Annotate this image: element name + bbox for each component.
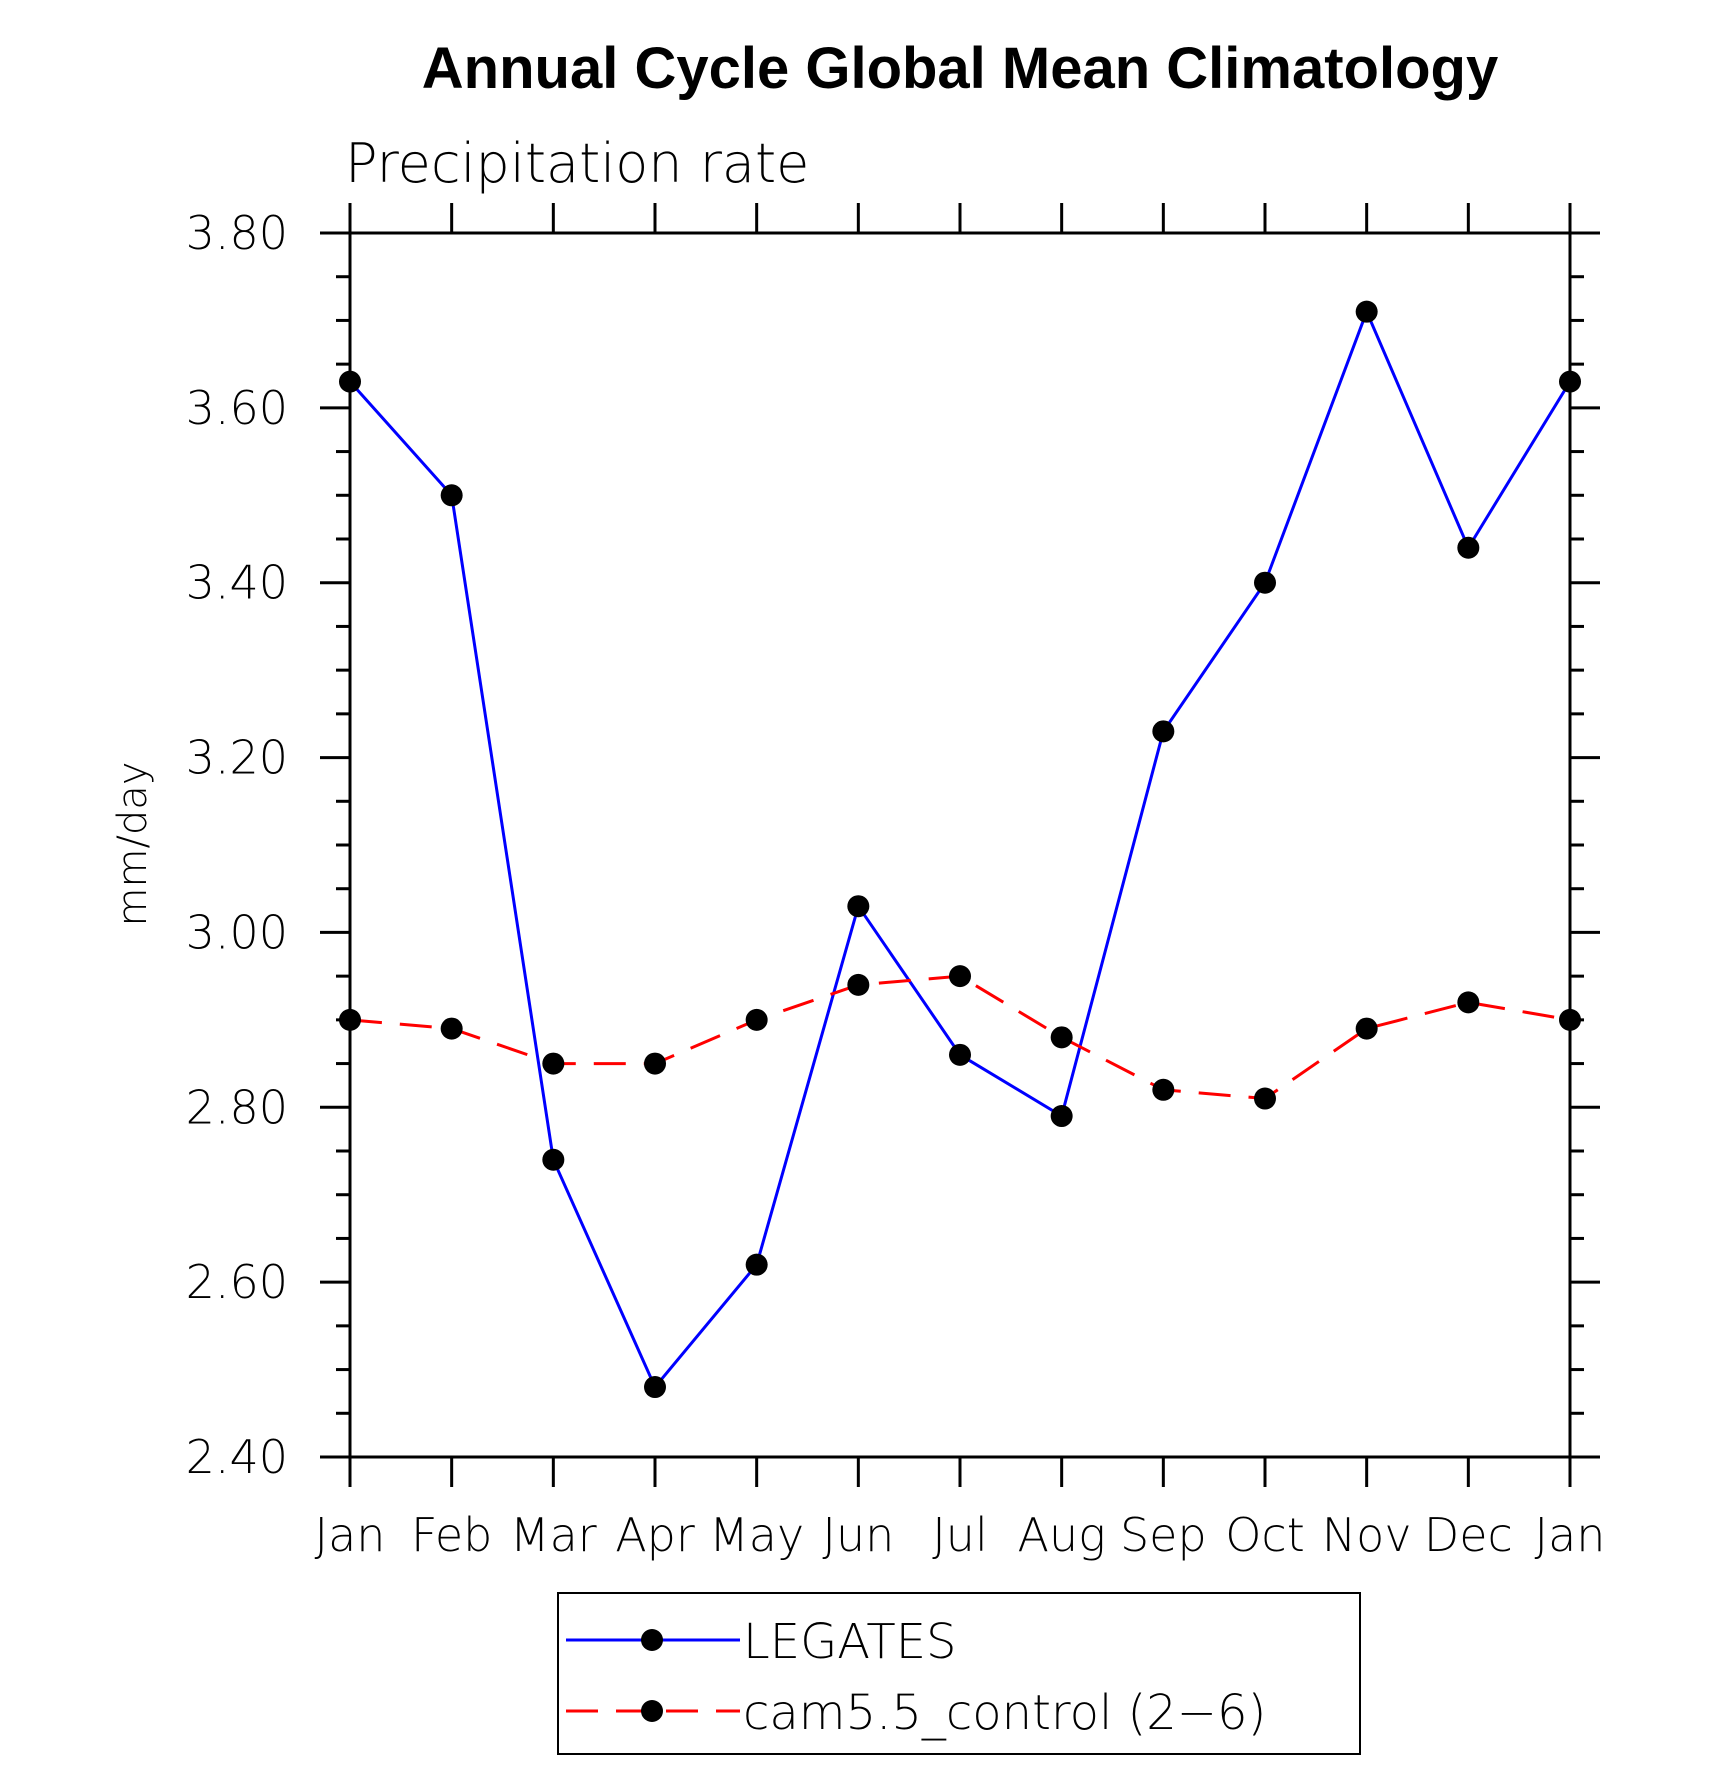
data-point xyxy=(847,973,870,996)
legend-marker xyxy=(641,1700,663,1722)
legend-marker xyxy=(641,1629,663,1651)
series-group xyxy=(339,300,1581,1399)
y-tick-label: 3.80 xyxy=(186,206,288,260)
x-tick-label: Feb xyxy=(411,1508,492,1562)
y-axis-label: mm/day xyxy=(110,762,156,927)
series-cam5-5-control xyxy=(339,965,1581,1110)
data-point xyxy=(1050,1105,1073,1128)
data-point xyxy=(1355,300,1378,323)
data-point xyxy=(745,1253,768,1276)
data-point xyxy=(847,895,870,918)
x-tick-label: Apr xyxy=(615,1508,695,1562)
data-point xyxy=(644,1376,666,1399)
data-point xyxy=(339,1008,361,1031)
plot-frame xyxy=(348,231,1572,1459)
legend: LEGATES cam5.5_control (2−6) xyxy=(557,1592,1361,1755)
legend-label: cam5.5_control (2−6) xyxy=(743,1685,1266,1741)
x-tick-label: Jul xyxy=(932,1508,988,1562)
data-point xyxy=(949,1043,971,1066)
series-line xyxy=(349,974,1571,1101)
x-tick-label: Oct xyxy=(1225,1508,1305,1562)
data-point xyxy=(745,1008,768,1031)
x-tick-label: Aug xyxy=(1018,1508,1106,1562)
x-tick-label: Jan xyxy=(1535,1508,1606,1562)
y-tick-label: 3.00 xyxy=(186,905,288,959)
data-point xyxy=(440,484,463,507)
series-legates xyxy=(339,300,1581,1399)
series-line xyxy=(348,307,1572,1390)
data-point xyxy=(1559,1008,1581,1031)
y-tick-label: 2.40 xyxy=(186,1430,288,1484)
x-tick-label: Mar xyxy=(510,1508,597,1562)
data-point xyxy=(1254,1087,1276,1110)
data-point xyxy=(1050,1026,1073,1049)
data-point xyxy=(1254,571,1276,594)
data-point xyxy=(339,370,361,393)
x-tick-label: Dec xyxy=(1424,1508,1513,1562)
y-tick-label: 2.80 xyxy=(186,1080,288,1134)
y-tick-label: 3.40 xyxy=(186,556,288,610)
chart-title: Annual Cycle Global Mean Climatology xyxy=(422,36,1498,101)
data-point xyxy=(542,1148,565,1171)
x-tick-labels: Jan Feb Mar Apr May Jun Jul Aug Sep Oct Nov Dec Jan xyxy=(315,1508,1606,1562)
data-point xyxy=(1152,720,1175,743)
y-tick-label: 3.60 xyxy=(186,381,288,435)
y-tick-labels: 2.40 2.60 2.80 3.00 3.20 3.40 3.60 3.80 xyxy=(186,206,288,1484)
data-point xyxy=(949,965,971,988)
x-tick-label: Jan xyxy=(315,1508,386,1562)
x-tick-label: Sep xyxy=(1120,1508,1207,1562)
x-tick-label: May xyxy=(709,1508,804,1562)
y-tick-label: 2.60 xyxy=(186,1255,288,1309)
legend-box xyxy=(557,1592,1361,1755)
data-point xyxy=(440,1017,463,1040)
data-point xyxy=(1559,370,1581,393)
axes xyxy=(320,203,1600,1487)
data-point xyxy=(644,1052,666,1075)
legend-label: LEGATES xyxy=(743,1614,957,1670)
data-point xyxy=(1355,1017,1378,1040)
chart-subtitle: Precipitation rate xyxy=(345,132,809,195)
x-tick-label: Nov xyxy=(1322,1508,1412,1562)
data-point xyxy=(1457,991,1480,1014)
data-point xyxy=(1152,1078,1175,1101)
data-point xyxy=(542,1052,565,1075)
data-point xyxy=(1457,536,1480,559)
x-tick-label: Jun xyxy=(822,1508,894,1562)
y-tick-label: 3.20 xyxy=(186,731,288,785)
